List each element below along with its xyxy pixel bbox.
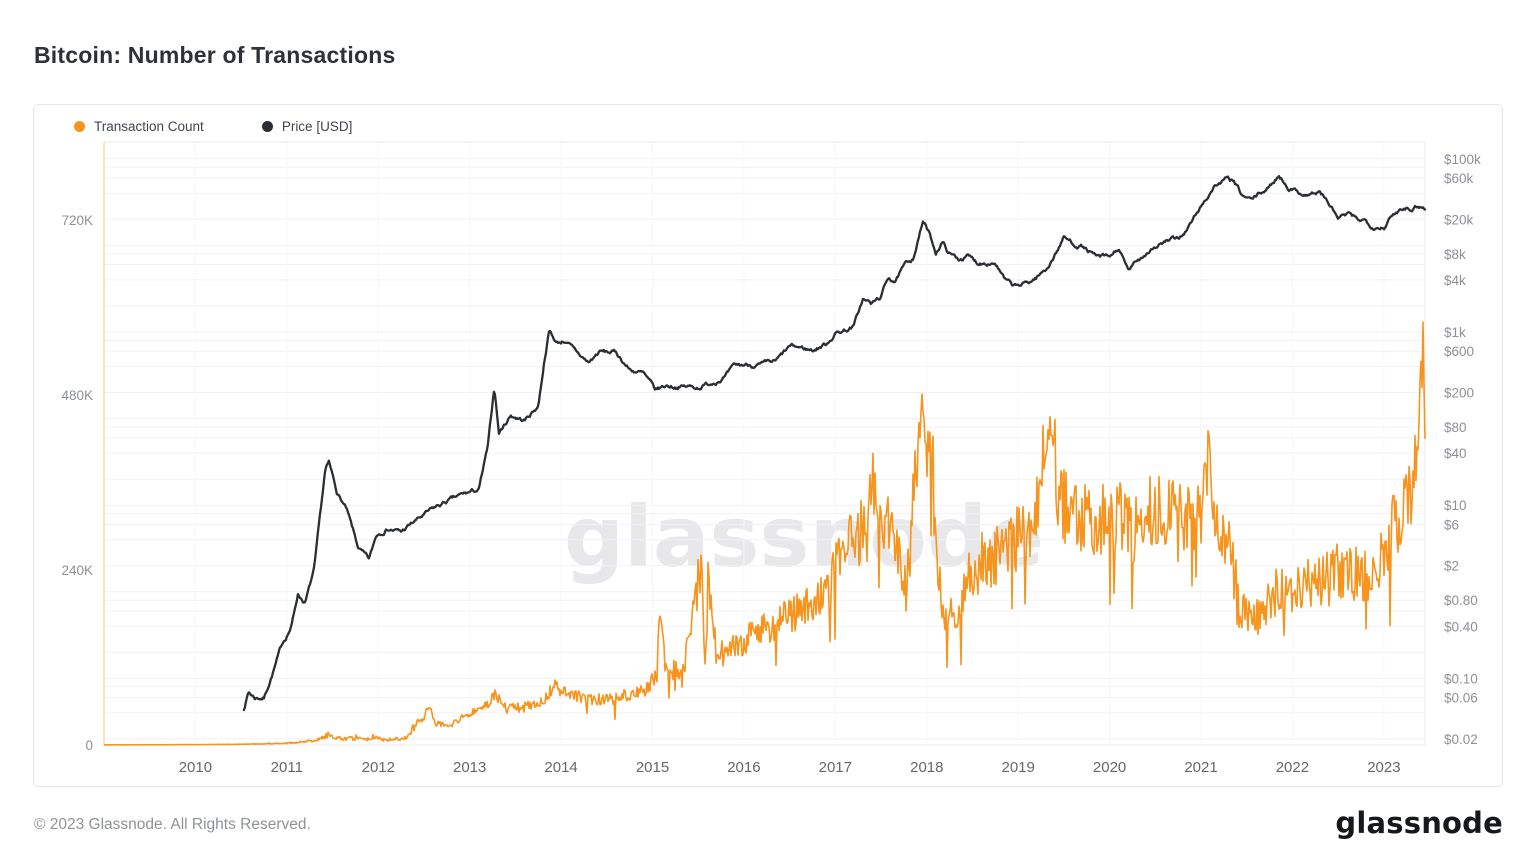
x-axis-tick: 2011 xyxy=(271,759,303,776)
x-axis-tick: 2021 xyxy=(1184,759,1217,776)
x-axis-tick: 2016 xyxy=(727,759,760,776)
x-axis-tick: 2022 xyxy=(1276,759,1309,776)
right-axis-tick: $1k xyxy=(1444,325,1466,340)
right-axis-tick: $40 xyxy=(1444,446,1467,461)
legend: Transaction Count Price [USD] xyxy=(74,119,352,134)
right-axis-tick: $200 xyxy=(1444,386,1474,401)
right-axis-tick: $2 xyxy=(1444,559,1459,574)
x-axis-tick: 2014 xyxy=(544,759,577,776)
right-axis-tick: $100k xyxy=(1444,152,1481,167)
x-axis-tick: 2017 xyxy=(819,759,852,776)
right-axis-tick: $20k xyxy=(1444,212,1474,227)
right-axis-tick: $0.80 xyxy=(1444,593,1478,608)
left-axis-tick: 480K xyxy=(61,388,93,403)
x-axis-tick: 2010 xyxy=(179,759,212,776)
right-axis-tick: $60k xyxy=(1444,171,1474,186)
x-axis-tick: 2019 xyxy=(1002,759,1035,776)
right-axis-tick: $10 xyxy=(1444,498,1467,513)
price-dot-icon xyxy=(261,121,273,132)
right-axis-tick: $80 xyxy=(1444,420,1467,435)
right-axis-tick: $0.10 xyxy=(1444,671,1478,686)
legend-label-price: Price [USD] xyxy=(281,119,353,134)
glassnode-watermark: glassnode xyxy=(563,488,1045,586)
chart-canvas[interactable]: 720K 480K 240K 0 $100k $60k $20k $8k $4k $1k $600 $… xyxy=(34,105,1504,788)
transaction-count-line xyxy=(103,321,1426,746)
right-axis-tick: $600 xyxy=(1444,344,1474,359)
chart-card: glassnode 720K 480K 240K 0 $100k $60k $20k $8k $… xyxy=(33,104,1503,787)
transaction-count-dot-icon xyxy=(74,121,85,132)
right-axis-tick: $0.40 xyxy=(1444,619,1478,634)
x-axis-tick: 2023 xyxy=(1367,759,1400,776)
legend-label-transaction-count: Transaction Count xyxy=(94,119,204,134)
right-axis-tick: $8k xyxy=(1444,247,1466,262)
right-axis-tick: $6 xyxy=(1444,517,1459,532)
x-axis-tick: 2013 xyxy=(453,759,486,776)
glassnode-logo: glassnode xyxy=(1335,806,1503,840)
left-axis-tick: 0 xyxy=(85,738,93,753)
right-axis-tick: $0.02 xyxy=(1444,732,1478,747)
left-axis-tick: 720K xyxy=(61,213,93,228)
legend-item-transaction-count[interactable]: Transaction Count xyxy=(74,119,204,134)
x-axis-tick: 2012 xyxy=(362,759,395,776)
left-axis-tick: 240K xyxy=(61,563,93,578)
page-title: Bitcoin: Number of Transactions xyxy=(34,42,396,68)
x-axis-tick: 2015 xyxy=(636,759,669,776)
right-axis-tick: $4k xyxy=(1444,273,1466,288)
x-axis-tick: 2018 xyxy=(910,759,943,776)
legend-item-price[interactable]: Price [USD] xyxy=(261,119,353,134)
x-axis-tick: 2020 xyxy=(1093,759,1126,776)
price-line xyxy=(242,174,1427,712)
copyright-text: © 2023 Glassnode. All Rights Reserved. xyxy=(34,816,311,833)
right-axis-tick: $0.06 xyxy=(1444,691,1478,706)
